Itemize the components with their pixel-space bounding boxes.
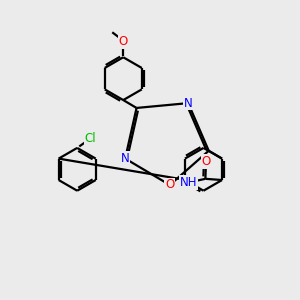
Text: O: O xyxy=(201,155,211,168)
Text: N: N xyxy=(121,152,130,165)
Text: Cl: Cl xyxy=(84,132,96,145)
Text: NH: NH xyxy=(180,176,197,189)
Text: O: O xyxy=(165,178,174,191)
Text: O: O xyxy=(118,35,128,48)
Text: N: N xyxy=(184,97,193,110)
